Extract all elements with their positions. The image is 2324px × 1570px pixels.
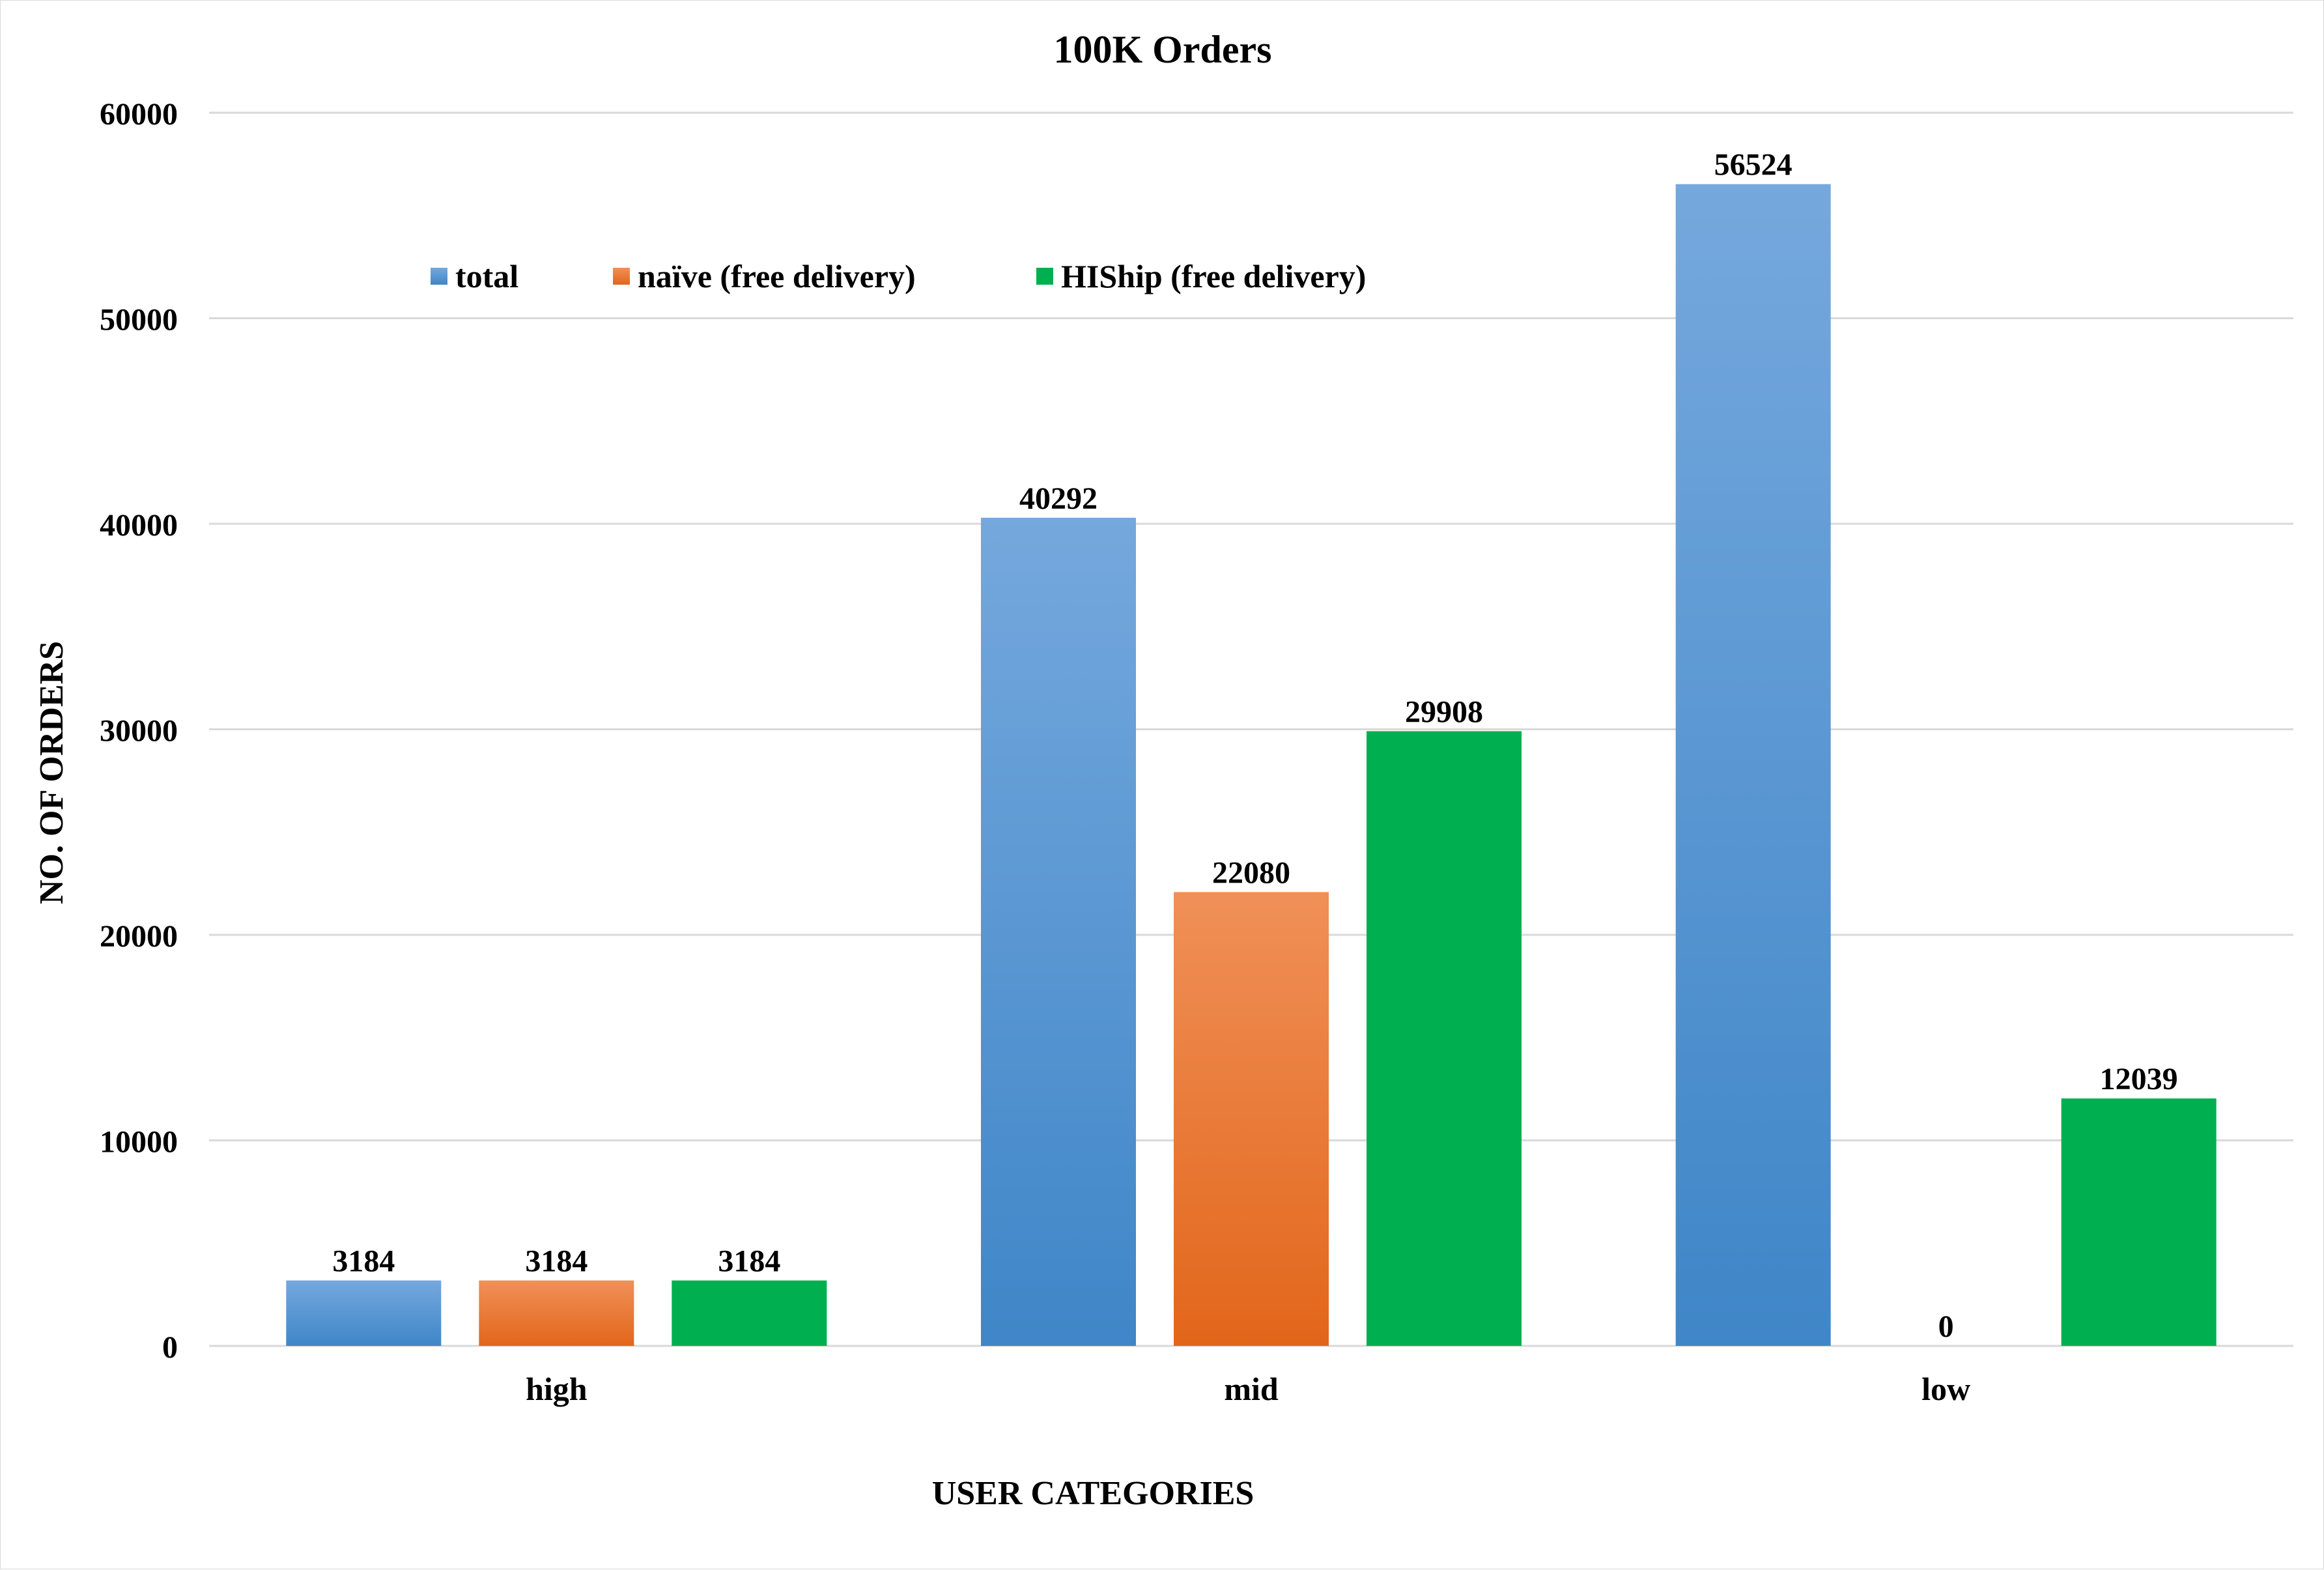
- y-tick-label: 60000: [100, 97, 178, 132]
- bar-total-low: [1675, 184, 1831, 1347]
- y-axis-title: NO. OF ORDERS: [33, 641, 70, 904]
- bar-total-high: [286, 1280, 442, 1346]
- legend-swatch: [1036, 268, 1053, 285]
- y-tick-label: 30000: [100, 714, 178, 749]
- x-tick-label: high: [526, 1371, 588, 1407]
- data-label: 3184: [332, 1244, 395, 1279]
- bar-total-mid: [981, 517, 1136, 1347]
- data-label: 12039: [2100, 1062, 2178, 1096]
- chart-title: 100K Orders: [1054, 28, 1272, 71]
- x-tick-label: low: [1921, 1371, 1970, 1407]
- data-label: 0: [1938, 1309, 1954, 1344]
- x-tick-label: mid: [1224, 1371, 1279, 1407]
- bar-na-ve-free-delivery-mid: [1174, 892, 1329, 1346]
- legend-label: naïve (free delivery): [638, 258, 916, 294]
- data-label: 40292: [1019, 481, 1098, 516]
- legend: total naïve (free delivery) HIShip (free d…: [431, 258, 1366, 294]
- legend-label: HIShip (free delivery): [1061, 258, 1366, 294]
- bars: [286, 184, 2217, 1347]
- legend-label: total: [455, 258, 518, 294]
- legend-swatch: [431, 268, 447, 285]
- x-axis-title: USER CATEGORIES: [932, 1475, 1254, 1512]
- data-labels: 3184 3184 3184 40292 22080 29908 56524 0 12039: [332, 148, 2177, 1344]
- data-label: 22080: [1212, 855, 1290, 890]
- data-label: 3184: [525, 1244, 588, 1279]
- y-tick-label: 20000: [100, 919, 178, 954]
- y-tick-label: 50000: [100, 303, 178, 337]
- bar-na-ve-free-delivery-high: [479, 1280, 634, 1346]
- data-label: 3184: [718, 1244, 780, 1279]
- bar-hiship-free-delivery-mid: [1367, 731, 1522, 1346]
- data-label: 56524: [1714, 148, 1793, 182]
- data-label: 29908: [1405, 694, 1483, 729]
- bar-hiship-free-delivery-high: [672, 1280, 827, 1346]
- y-tick-label: 40000: [100, 508, 178, 543]
- y-tick-label: 10000: [100, 1125, 178, 1160]
- bar-hiship-free-delivery-low: [2061, 1098, 2217, 1346]
- y-tick-label: 0: [162, 1330, 178, 1365]
- legend-swatch: [613, 268, 630, 285]
- y-axis-ticks: 0 10000 20000 30000 40000 50000 60000: [100, 97, 178, 1365]
- x-axis-ticks: high mid low: [526, 1371, 1970, 1407]
